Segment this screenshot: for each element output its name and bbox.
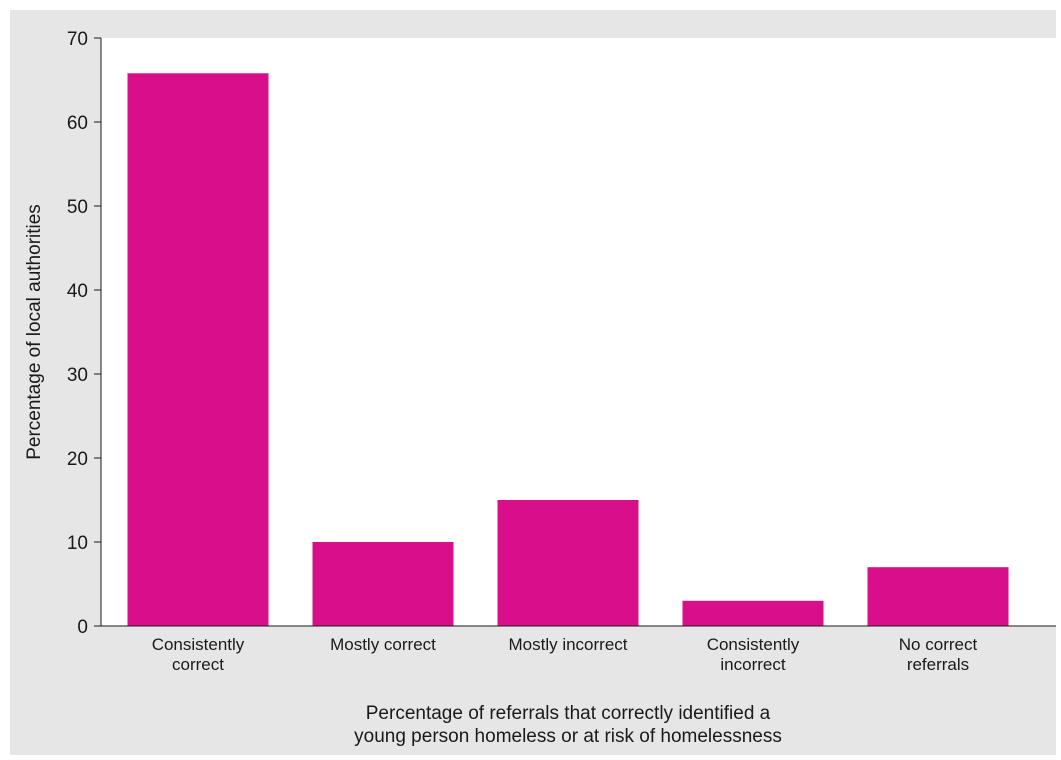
y-tick-label: 60: [67, 113, 88, 134]
x-tick-label-line: No correct: [899, 635, 978, 654]
x-tick-label-3: Consistently incorrect: [707, 635, 800, 674]
y-tick-label: 70: [67, 29, 88, 50]
y-tick-label: 20: [67, 449, 88, 470]
y-tick-label: 0: [77, 617, 88, 638]
chart-panel: 0 10 20 30 40 50 60 70 Consistently correct Mostl…: [10, 10, 1056, 755]
x-axis-title: Percentage of referrals that correctly i…: [354, 703, 782, 747]
y-axis-ticks: 0 10 20 30 40 50 60 70: [67, 29, 101, 638]
x-tick-label-line: correct: [172, 655, 224, 674]
x-tick-label-line: Mostly correct: [330, 635, 436, 654]
x-axis-title-line: young person homeless or at risk of home…: [354, 726, 782, 747]
x-tick-label-line: referrals: [907, 655, 969, 674]
y-tick-label: 40: [67, 281, 88, 302]
y-tick-label: 30: [67, 365, 88, 386]
y-axis-title: Percentage of local authorities: [24, 204, 45, 460]
x-tick-label-1: Mostly correct: [330, 635, 436, 654]
x-tick-label-2: Mostly incorrect: [508, 635, 627, 654]
x-tick-label-line: Mostly incorrect: [508, 635, 627, 654]
bar-1: [312, 542, 454, 626]
bar-3: [682, 600, 824, 626]
x-tick-label-4: No correct referrals: [899, 635, 978, 674]
bar-0: [127, 73, 269, 626]
bar-2: [497, 500, 639, 626]
x-tick-label-0: Consistently correct: [152, 635, 245, 674]
x-tick-label-line: incorrect: [720, 655, 785, 674]
x-tick-label-line: Consistently: [707, 635, 800, 654]
bars: [127, 73, 1009, 626]
y-tick-label: 50: [67, 197, 88, 218]
x-axis-title-line: Percentage of referrals that correctly i…: [366, 703, 771, 724]
y-tick-label: 10: [67, 533, 88, 554]
bar-4: [867, 567, 1009, 626]
x-tick-label-line: Consistently: [152, 635, 245, 654]
